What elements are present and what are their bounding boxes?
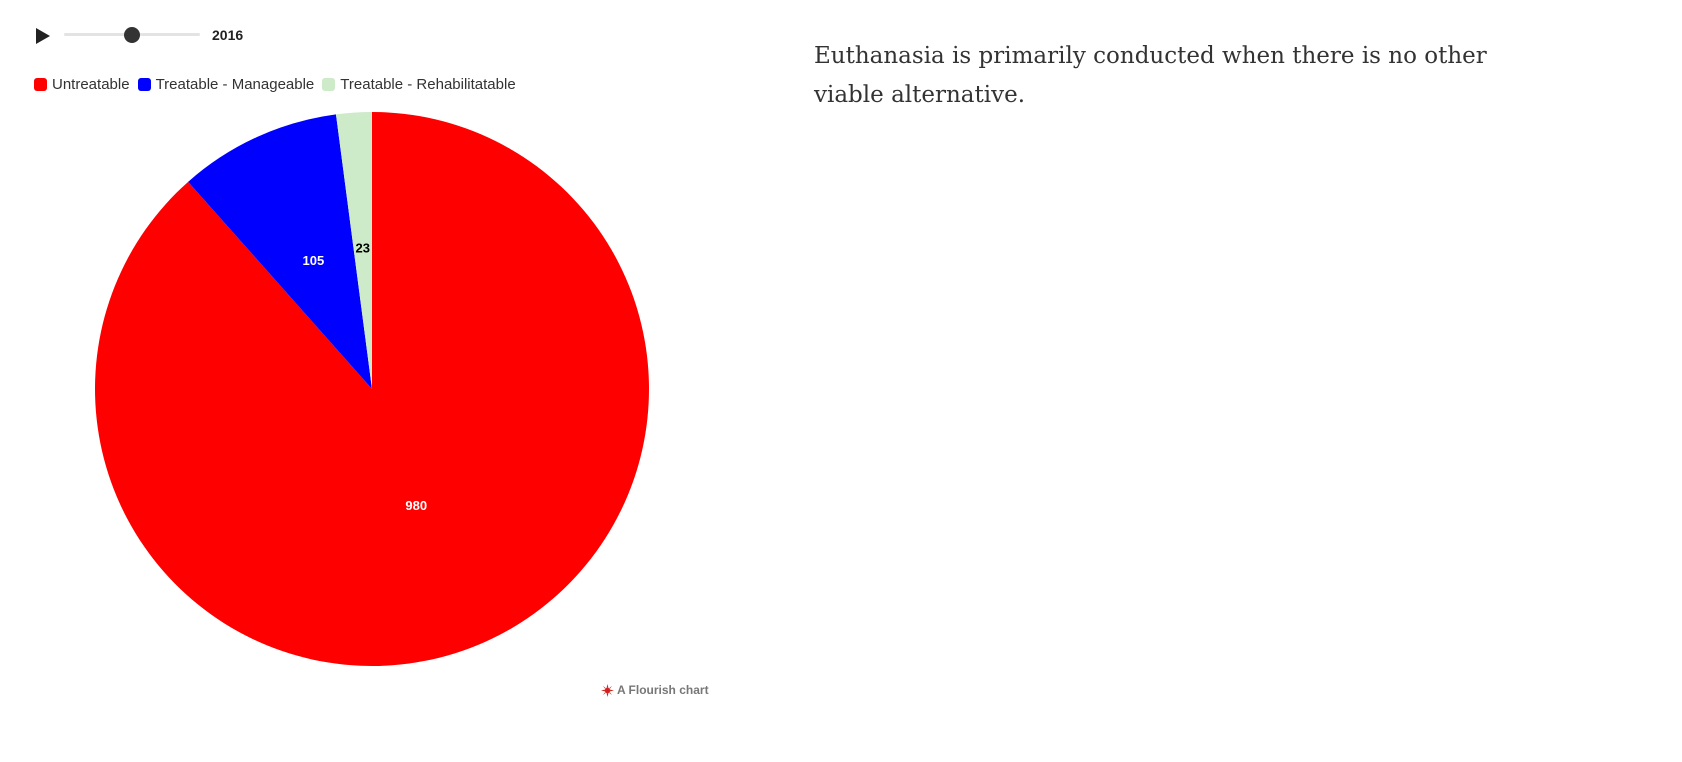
pie-slice-treatable-rehabilitatable[interactable] xyxy=(335,112,372,389)
flourish-credit-link[interactable]: A Flourish chart xyxy=(601,683,709,697)
play-icon xyxy=(36,28,50,44)
year-slider-thumb[interactable] xyxy=(124,27,140,43)
chart-legend: Untreatable Treatable - Manageable Treat… xyxy=(34,76,524,93)
chart-description: Euthanasia is primarily conducted when t… xyxy=(814,43,1487,108)
slice-label-treatable-manageable: 105 xyxy=(302,253,324,268)
year-slider[interactable] xyxy=(64,27,200,43)
play-button[interactable] xyxy=(34,27,52,45)
credit-text: A Flourish chart xyxy=(617,683,709,697)
legend-item-treatable-manageable[interactable]: Treatable - Manageable xyxy=(137,76,315,93)
slice-label-treatable-rehabilitatable: 23 xyxy=(356,241,370,256)
slice-label-untreatable: 980 xyxy=(405,498,427,513)
pie-slice-treatable-manageable[interactable] xyxy=(188,114,372,389)
pie-chart: 980 105 23 xyxy=(94,112,650,666)
flourish-logo-icon xyxy=(601,683,614,697)
legend-item-untreatable[interactable]: Untreatable xyxy=(34,76,130,93)
legend-item-treatable-rehabilitatable[interactable]: Treatable - Rehabilitatable xyxy=(322,76,516,93)
legend-label-treatable-rehabilitatable: Treatable - Rehabilitatable xyxy=(340,76,516,93)
legend-label-untreatable: Untreatable xyxy=(52,76,130,93)
current-year-label: 2016 xyxy=(212,27,244,43)
legend-swatch-treatable-rehabilitatable xyxy=(322,78,336,91)
legend-label-treatable-manageable: Treatable - Manageable xyxy=(155,76,315,93)
legend-swatch-treatable-manageable xyxy=(137,78,151,91)
legend-swatch-untreatable xyxy=(34,78,47,91)
